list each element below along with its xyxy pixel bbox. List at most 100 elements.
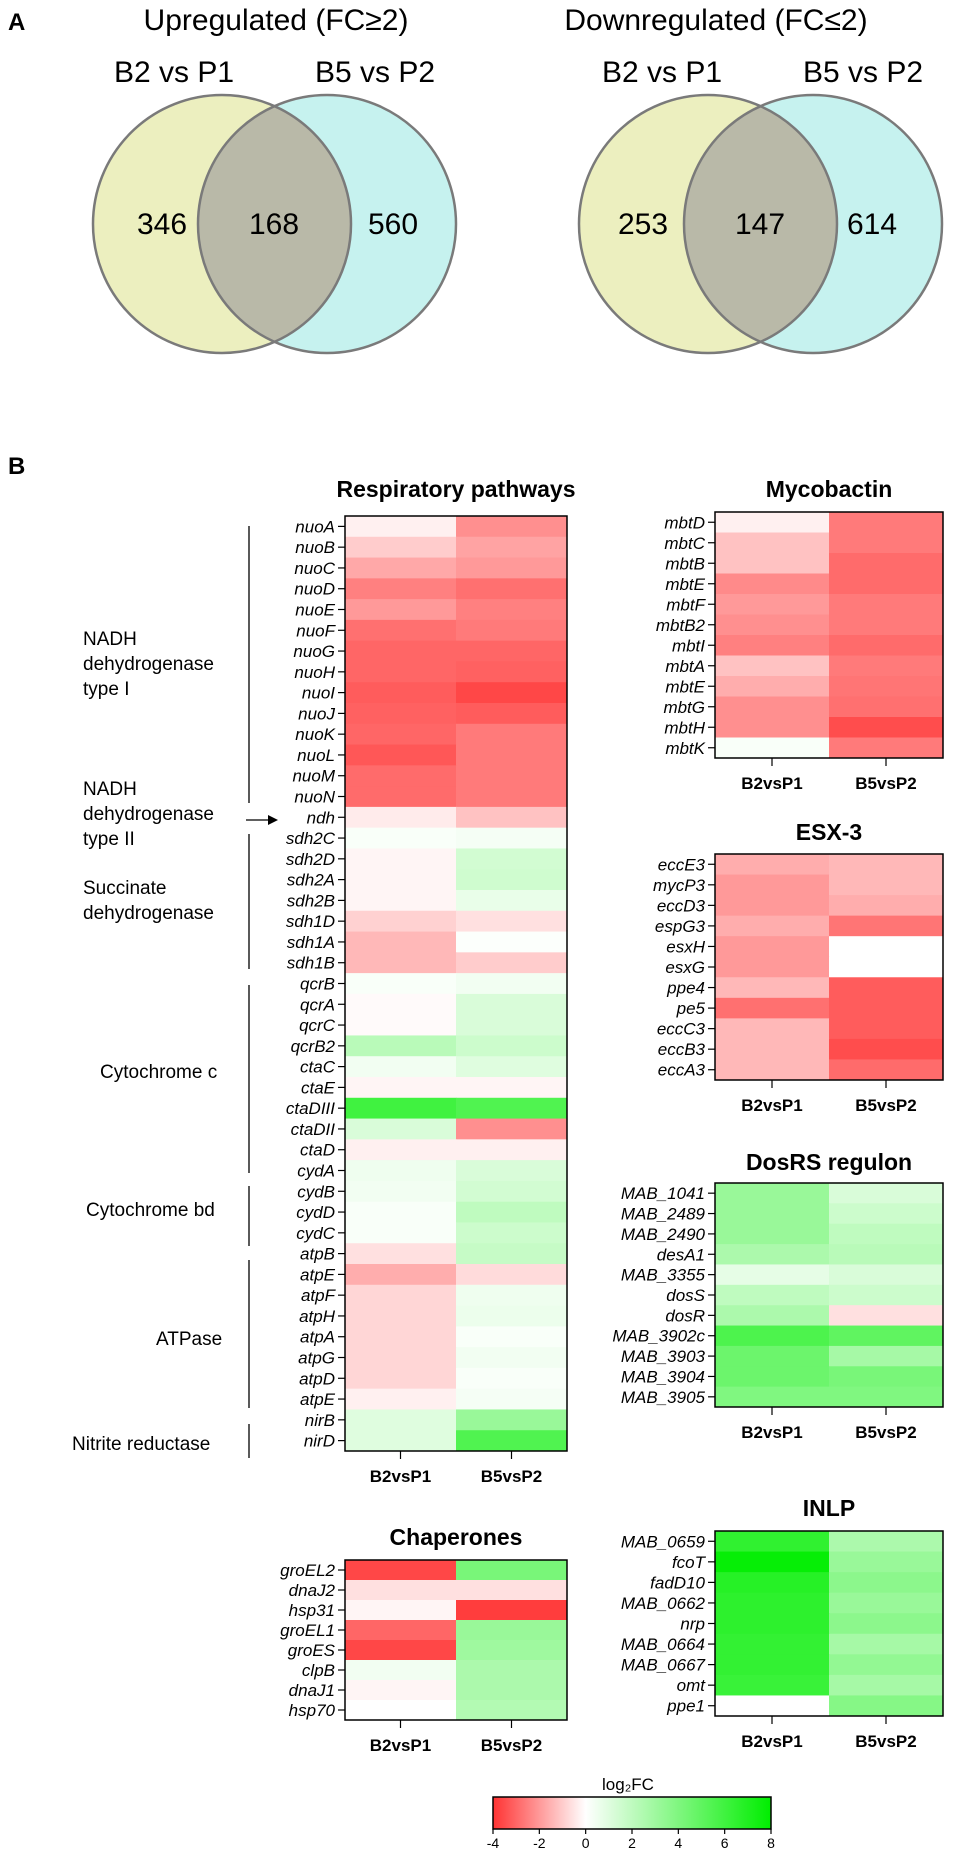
venn-down-right-outline bbox=[682, 93, 944, 355]
venn-up-right-count: 560 bbox=[368, 208, 418, 241]
row-label: MAB_0659 bbox=[621, 1532, 706, 1551]
venn-up-left-outline bbox=[91, 93, 353, 355]
heatmap-cell bbox=[456, 619, 568, 642]
row-label: nuoK bbox=[295, 725, 335, 744]
heatmap-cell bbox=[456, 723, 568, 746]
row-label: cydA bbox=[297, 1162, 335, 1181]
heatmap-cell bbox=[456, 869, 568, 891]
row-label: nirB bbox=[305, 1411, 335, 1430]
heatmap-cell bbox=[829, 895, 944, 917]
heatmap-cell bbox=[829, 655, 944, 677]
heatmap-cell bbox=[345, 1222, 457, 1244]
heatmap-dosrs-regulon: DosRS regulon MAB_1041 MAB_2489MAB_2490des… bbox=[612, 1149, 944, 1442]
heatmap-title: INLP bbox=[803, 1495, 855, 1521]
heatmap-cell bbox=[345, 1367, 457, 1390]
heatmap-cell bbox=[345, 1180, 457, 1203]
row-label: hsp31 bbox=[289, 1601, 335, 1620]
panel-label-a: A bbox=[8, 9, 25, 36]
row-label: nuoF bbox=[296, 621, 336, 640]
heatmap-cell bbox=[715, 1633, 830, 1655]
colorbar: log₂FC -4 -2 0 2 4 6 8 bbox=[487, 1775, 775, 1851]
heatmap-cell bbox=[715, 1551, 830, 1573]
heatmap-cell bbox=[829, 1059, 944, 1081]
heatmap-cell bbox=[456, 1160, 568, 1182]
heatmap-cell bbox=[715, 1613, 830, 1635]
heatmap-cell bbox=[456, 703, 568, 725]
heatmap-cell bbox=[345, 1014, 457, 1036]
heatmap-cell bbox=[829, 997, 944, 1019]
row-label: mycP3 bbox=[653, 876, 706, 895]
group-label-cytochrome-c: Cytochrome c bbox=[100, 1062, 217, 1083]
heatmap-cell bbox=[345, 1700, 457, 1721]
heatmap-cell bbox=[345, 682, 457, 704]
heatmap-cell bbox=[456, 682, 568, 704]
row-label: mbtA bbox=[665, 657, 705, 676]
row-label: sdh1D bbox=[286, 912, 335, 931]
row-label: mbtH bbox=[664, 718, 705, 737]
heatmap-cell bbox=[829, 614, 944, 636]
heatmap-cell bbox=[345, 744, 457, 766]
group-label-nadh-type-2: NADH dehydrogenase type II bbox=[83, 779, 219, 850]
heatmap-cell bbox=[715, 655, 830, 677]
column-label: B5vsP2 bbox=[855, 1423, 916, 1442]
row-label: qcrB bbox=[300, 975, 335, 994]
group-label-succinate: Succinate dehydrogenase bbox=[83, 878, 214, 924]
heatmap-cell bbox=[345, 848, 457, 870]
panel-label-b: B bbox=[8, 453, 25, 480]
row-label: cydD bbox=[296, 1203, 335, 1222]
row-label: hsp70 bbox=[289, 1701, 336, 1720]
row-label: nirD bbox=[304, 1432, 335, 1451]
row-label: sdh2B bbox=[287, 891, 335, 910]
heatmap-cell bbox=[456, 536, 568, 559]
row-label: mbtK bbox=[665, 739, 705, 758]
row-label: atpB bbox=[300, 1245, 335, 1264]
venn-down-right-count: 614 bbox=[847, 208, 897, 241]
row-label: esxG bbox=[665, 958, 705, 977]
heatmap-cell bbox=[345, 703, 457, 725]
heatmap-cell bbox=[345, 1118, 457, 1140]
heatmap-cell bbox=[829, 573, 944, 595]
heatmap-cell bbox=[829, 1183, 944, 1204]
heatmap-cell bbox=[456, 890, 568, 912]
row-label: sdh1A bbox=[287, 933, 335, 952]
heatmap-cell bbox=[829, 936, 944, 958]
row-label: nuoI bbox=[302, 684, 335, 703]
heatmap-cell bbox=[829, 635, 944, 656]
row-label: sdh2C bbox=[286, 829, 336, 848]
heatmap-cell bbox=[829, 977, 944, 999]
heatmap-cell bbox=[456, 516, 568, 538]
heatmap-cell bbox=[345, 516, 457, 538]
column-label: B5vsP2 bbox=[855, 1732, 916, 1751]
group-label-nitrite: Nitrite reductase bbox=[72, 1434, 210, 1455]
heatmap-title: ESX-3 bbox=[796, 819, 862, 845]
heatmap-cell bbox=[456, 1180, 568, 1203]
heatmap-cell bbox=[829, 1223, 944, 1245]
heatmap-cell bbox=[456, 1264, 568, 1286]
heatmap-cell bbox=[829, 1386, 944, 1408]
heatmap-cell bbox=[345, 640, 457, 662]
row-label: nuoD bbox=[294, 580, 335, 599]
heatmap-cell bbox=[456, 1388, 568, 1410]
colorbar-gradient bbox=[492, 1796, 772, 1830]
heatmap-frame bbox=[714, 1182, 944, 1408]
heatmap-cell bbox=[715, 915, 830, 937]
heatmap-cell bbox=[715, 977, 830, 999]
heatmap-cell bbox=[715, 1223, 830, 1245]
heatmap-cell bbox=[829, 1695, 944, 1717]
row-label: qcrA bbox=[300, 995, 335, 1014]
heatmap-cell bbox=[345, 1264, 457, 1286]
heatmap-cell bbox=[829, 1305, 944, 1327]
venn-down-left-count: 253 bbox=[618, 208, 668, 241]
heatmap-cell bbox=[715, 696, 830, 718]
row-label: dnaJ1 bbox=[289, 1681, 335, 1700]
heatmap-cell bbox=[345, 806, 457, 829]
heatmap-cell bbox=[715, 1284, 830, 1306]
heatmap-title: Respiratory pathways bbox=[336, 476, 575, 502]
heatmap-cell bbox=[715, 1203, 830, 1225]
heatmap-cell bbox=[715, 614, 830, 636]
row-label: ctaD bbox=[300, 1141, 335, 1160]
colorbar-tick-label: 2 bbox=[628, 1835, 636, 1851]
heatmap-cell bbox=[345, 1160, 457, 1182]
heatmap-chaperones: Chaperones groEL2dnaJ2hsp31groEL1groESclp… bbox=[280, 1524, 568, 1755]
